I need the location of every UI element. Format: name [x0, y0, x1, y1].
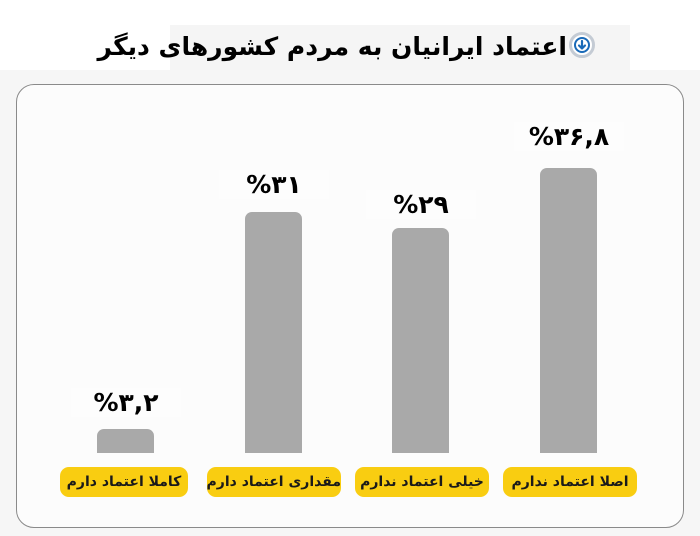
category-pill-completely: کاملا اعتماد دارم	[60, 467, 188, 497]
category-pill-somewhat: مقداری اعتماد دارم	[207, 467, 341, 497]
value-label-not-much: %۲۹	[366, 190, 476, 219]
value-label-completely: %۳,۲	[71, 388, 181, 417]
bar-not-much	[392, 228, 449, 453]
category-pill-not-much: خیلی اعتماد ندارم	[355, 467, 489, 497]
chart-title: اعتماد ایرانیان به مردم کشورهای دیگر	[97, 32, 567, 61]
bar-somewhat	[245, 212, 302, 453]
arrow-down-circle-icon	[569, 32, 595, 58]
value-label-somewhat: %۳۱	[219, 170, 329, 199]
value-label-not-at-all: %۳۶,۸	[514, 122, 624, 151]
title-background	[170, 25, 630, 70]
category-pill-not-at-all: اصلا اعتماد ندارم	[503, 467, 637, 497]
bar-completely	[97, 429, 154, 453]
bar-not-at-all	[540, 168, 597, 453]
